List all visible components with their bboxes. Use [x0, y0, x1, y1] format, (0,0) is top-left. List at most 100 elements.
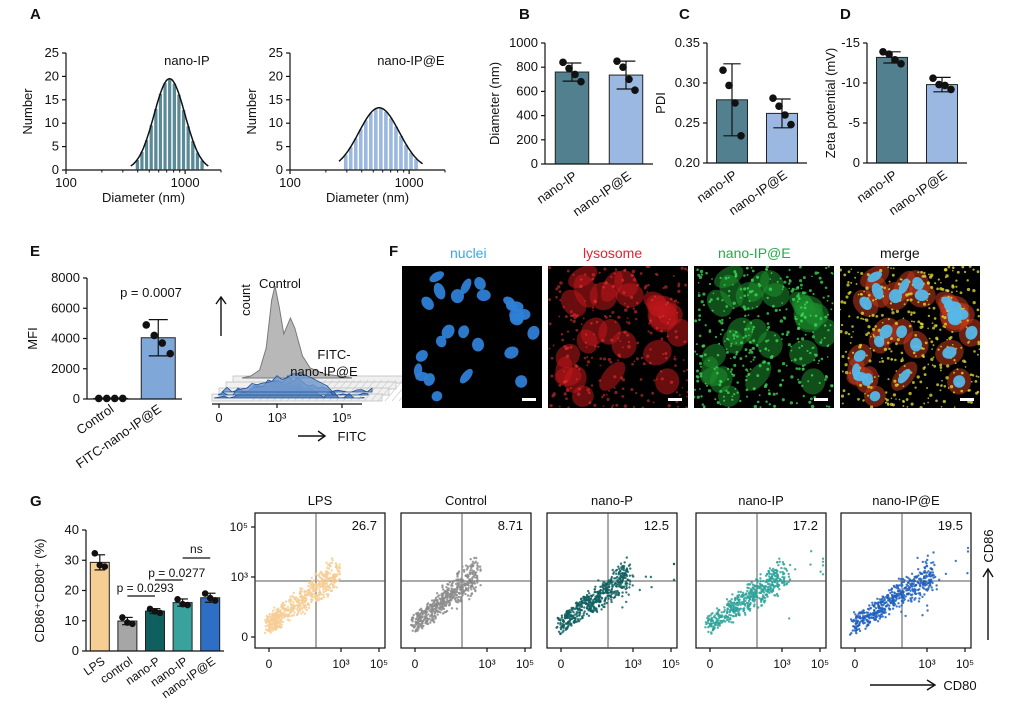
- flow-nano-ip-e-event: [904, 614, 907, 618]
- speckle: [960, 389, 964, 393]
- speckle: [977, 314, 980, 318]
- flow-nano-ip-event: [748, 609, 752, 612]
- sig-label: p = 0.0293: [117, 581, 174, 595]
- speckle: [716, 353, 720, 357]
- speckle: [745, 388, 749, 392]
- speckle: [714, 398, 717, 401]
- flow-lps-event: [283, 616, 286, 619]
- speckle: [928, 275, 933, 279]
- speckle: [749, 321, 753, 325]
- lysosome-puncta: [635, 391, 638, 395]
- flow-control-event: [427, 613, 430, 616]
- flow-control-event: [473, 581, 476, 584]
- flow-nano-ip-e-event: [873, 603, 876, 606]
- flow-control-event: [467, 586, 470, 590]
- flow-nano-p-event: [623, 561, 626, 564]
- flow-nano-ip-e-event: [896, 587, 899, 590]
- flow-nano-p-event: [586, 604, 589, 607]
- lysosome-puncta: [683, 267, 687, 271]
- hist-nano-ip-e-y-tick-label: 20: [269, 68, 283, 83]
- flow-control-event: [436, 613, 439, 616]
- lysosome-puncta: [586, 360, 591, 364]
- flow-nano-p-event: [631, 574, 634, 577]
- flow-nano-p-event: [619, 580, 622, 583]
- flow-nano-p-event: [608, 585, 611, 588]
- flow-lps-event: [336, 579, 340, 582]
- lysosome-puncta: [646, 290, 649, 293]
- pdi-chart-y-tick-label: 0.25: [675, 115, 700, 130]
- speckle: [939, 363, 943, 367]
- flow-nano-ip-e-event: [920, 578, 923, 581]
- panel-label-e: E: [30, 243, 41, 260]
- hist-x-tick-label: 0: [215, 410, 222, 425]
- flow-nano-p-event: [597, 604, 601, 607]
- speckle: [961, 266, 965, 269]
- flow-nano-ip-e-event: [910, 579, 914, 583]
- flow-lps-event: [307, 606, 311, 610]
- nucleus: [914, 289, 929, 302]
- flow-nano-p-event: [599, 585, 602, 589]
- lysosome-puncta: [630, 273, 635, 278]
- lysosome-puncta: [625, 321, 628, 323]
- speckle: [933, 317, 937, 320]
- speckle: [743, 294, 747, 298]
- lysosome-puncta: [559, 299, 562, 302]
- flow-nano-p-event: [620, 575, 623, 578]
- flow-nano-p-event: [625, 600, 628, 604]
- flow-nano-ip-event: [710, 616, 713, 619]
- flow-nano-ip-e-event: [877, 614, 881, 617]
- lysosome-puncta: [677, 301, 680, 304]
- speckle: [748, 300, 751, 303]
- flow-nano-ip-event: [775, 569, 779, 573]
- speckle: [886, 402, 889, 405]
- lysosome-puncta: [551, 394, 555, 398]
- speckle: [807, 380, 810, 383]
- speckle: [917, 300, 920, 304]
- lysosome-puncta: [572, 273, 575, 276]
- flow-nano-p-x-tick-label: 0: [558, 657, 565, 671]
- speckle: [880, 313, 884, 317]
- sig-label: p = 0.0277: [148, 566, 205, 580]
- flow-lps-event: [301, 587, 304, 590]
- speckle: [905, 293, 909, 297]
- flow-nano-ip-e-event: [918, 592, 922, 595]
- flow-nano-ip-e-event: [906, 587, 909, 591]
- speckle: [869, 386, 873, 389]
- flow-lps-event: [289, 611, 293, 614]
- speckle: [881, 359, 885, 363]
- speckle: [695, 375, 698, 378]
- speckle: [694, 350, 697, 353]
- flow-lps-event: [328, 562, 332, 565]
- flow-control-event: [466, 582, 469, 586]
- flow-nano-ip-event: [718, 622, 722, 625]
- speckle: [727, 338, 730, 341]
- flow-nano-p-event: [576, 604, 580, 608]
- speckle: [977, 375, 980, 378]
- flow-lps-event: [298, 607, 302, 610]
- flow-lps-event: [293, 611, 296, 614]
- speckle: [696, 379, 700, 383]
- flow-nano-ip-e-event: [873, 609, 876, 613]
- flow-control-event: [466, 580, 469, 583]
- hist-nano-ip-e-bar: [392, 125, 400, 171]
- flow-nano-ip-event: [753, 603, 756, 606]
- speckle: [790, 345, 793, 348]
- speckle: [708, 359, 710, 362]
- speckle: [785, 364, 788, 367]
- hist-nano-ip-y-tick-label: 5: [52, 139, 59, 154]
- lysosome-puncta: [587, 391, 591, 395]
- flow-control-event: [471, 584, 474, 588]
- flow-nano-ip-event: [747, 586, 750, 590]
- flow-nano-ip-e-event: [856, 619, 860, 623]
- speckle: [874, 298, 877, 301]
- lysosome-puncta: [618, 332, 620, 334]
- speckle: [945, 376, 949, 380]
- speckle: [826, 356, 829, 358]
- speckle: [812, 292, 815, 296]
- speckle: [746, 273, 749, 276]
- cell-body: [580, 317, 608, 346]
- flow-nano-ip-event: [720, 614, 724, 617]
- speckle: [867, 385, 871, 389]
- speckle: [810, 404, 815, 408]
- speckle: [879, 268, 883, 273]
